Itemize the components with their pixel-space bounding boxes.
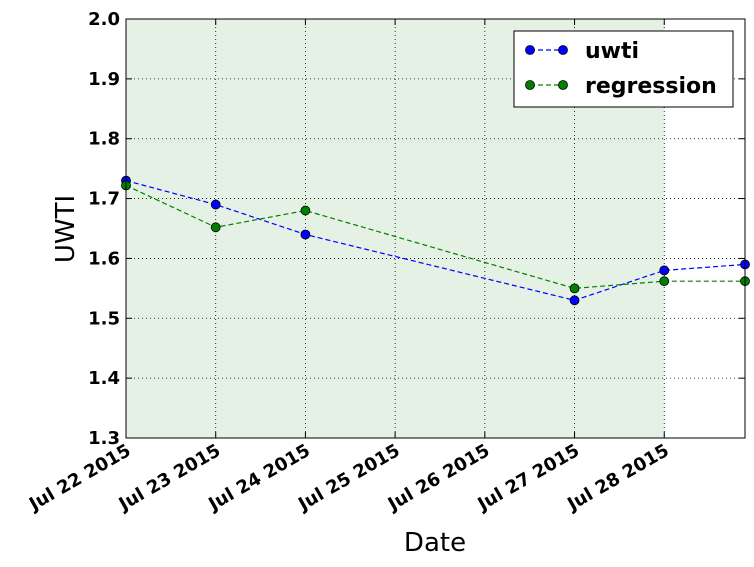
legend-marker bbox=[525, 45, 535, 55]
legend-label: uwti bbox=[585, 39, 639, 64]
data-point-regression bbox=[210, 222, 221, 233]
data-point-regression bbox=[569, 283, 580, 294]
data-point-uwti bbox=[210, 199, 221, 210]
y-tick-labels: 1.3 1.4 1.5 1.6 1.7 1.8 1.9 2.0 bbox=[88, 9, 120, 449]
data-point-regression bbox=[300, 205, 311, 216]
legend-label: regression bbox=[585, 74, 717, 99]
y-tick-label: 1.3 bbox=[88, 428, 120, 449]
data-point-uwti bbox=[300, 229, 311, 240]
legend-item-regression: regression bbox=[525, 74, 717, 99]
y-axis-label: UWTI bbox=[51, 195, 81, 263]
legend-box bbox=[513, 30, 734, 108]
y-tick-label: 1.4 bbox=[88, 368, 120, 389]
legend-item-uwti: uwti bbox=[525, 39, 639, 64]
y-tick-label: 1.5 bbox=[88, 308, 120, 329]
axes-frame-layer bbox=[125, 18, 746, 439]
y-tick-label: 2.0 bbox=[88, 9, 120, 30]
legend: uwti regression bbox=[513, 30, 734, 108]
y-tick-label: 1.9 bbox=[88, 69, 120, 90]
axes-frame bbox=[125, 18, 746, 439]
data-point-regression bbox=[659, 276, 670, 287]
y-tick-label: 1.7 bbox=[88, 189, 120, 210]
y-tick-label: 1.6 bbox=[88, 248, 120, 269]
legend-marker bbox=[525, 80, 535, 90]
series-line-regression bbox=[125, 184, 745, 289]
data-point-uwti bbox=[659, 265, 670, 276]
data-point-uwti bbox=[569, 295, 580, 306]
legend-marker bbox=[558, 45, 568, 55]
x-axis-label: Date bbox=[404, 528, 466, 558]
series-line-uwti bbox=[125, 180, 746, 301]
y-tick-label: 1.8 bbox=[88, 129, 120, 150]
legend-marker bbox=[558, 80, 568, 90]
